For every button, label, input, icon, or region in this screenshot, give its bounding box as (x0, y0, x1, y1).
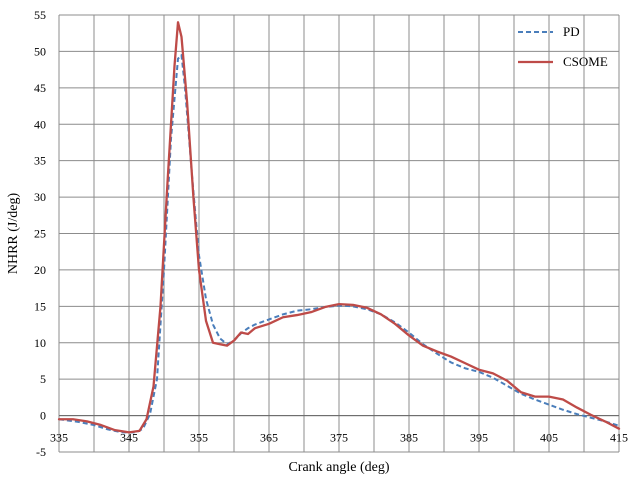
x-tick-label: 345 (120, 431, 138, 445)
x-tick-label: 395 (470, 431, 488, 445)
x-tick-label: 355 (190, 431, 208, 445)
y-tick-label: 55 (34, 8, 46, 22)
legend-label-pd: PD (563, 24, 580, 39)
gridlines (58, 14, 620, 453)
y-tick-label: 20 (34, 263, 46, 277)
x-tick-label: 335 (50, 431, 68, 445)
x-tick-label: 415 (610, 431, 628, 445)
y-tick-label: 40 (34, 117, 46, 131)
x-tick-label: 405 (540, 431, 558, 445)
tick-labels: -5 0 5 10 15 20 25 30 35 40 45 50 55 335 345 355 365 375 3… (34, 8, 628, 459)
x-tick-label: 375 (330, 431, 348, 445)
y-tick-label: -5 (36, 445, 46, 459)
y-tick-label: 15 (34, 299, 46, 313)
y-tick-label: 50 (34, 44, 46, 58)
series-lines (57, 21, 621, 434)
x-tick-label: 365 (260, 431, 278, 445)
series-line-csome (57, 21, 621, 434)
series-line-pd (58, 54, 620, 434)
legend-label-csome: CSOME (563, 54, 608, 69)
y-tick-label: 35 (34, 154, 46, 168)
y-tick-label: 0 (40, 409, 46, 423)
x-axis-title: Crank angle (deg) (288, 460, 389, 475)
y-axis-title: NHRR (J/deg) (6, 193, 21, 275)
x-tick-label: 385 (400, 431, 418, 445)
y-tick-label: 25 (34, 227, 46, 241)
y-tick-label: 30 (34, 190, 46, 204)
legend: PD CSOME (518, 24, 608, 69)
y-tick-label: 45 (34, 81, 46, 95)
y-tick-label: 5 (40, 372, 46, 386)
y-tick-label: 10 (34, 336, 46, 350)
